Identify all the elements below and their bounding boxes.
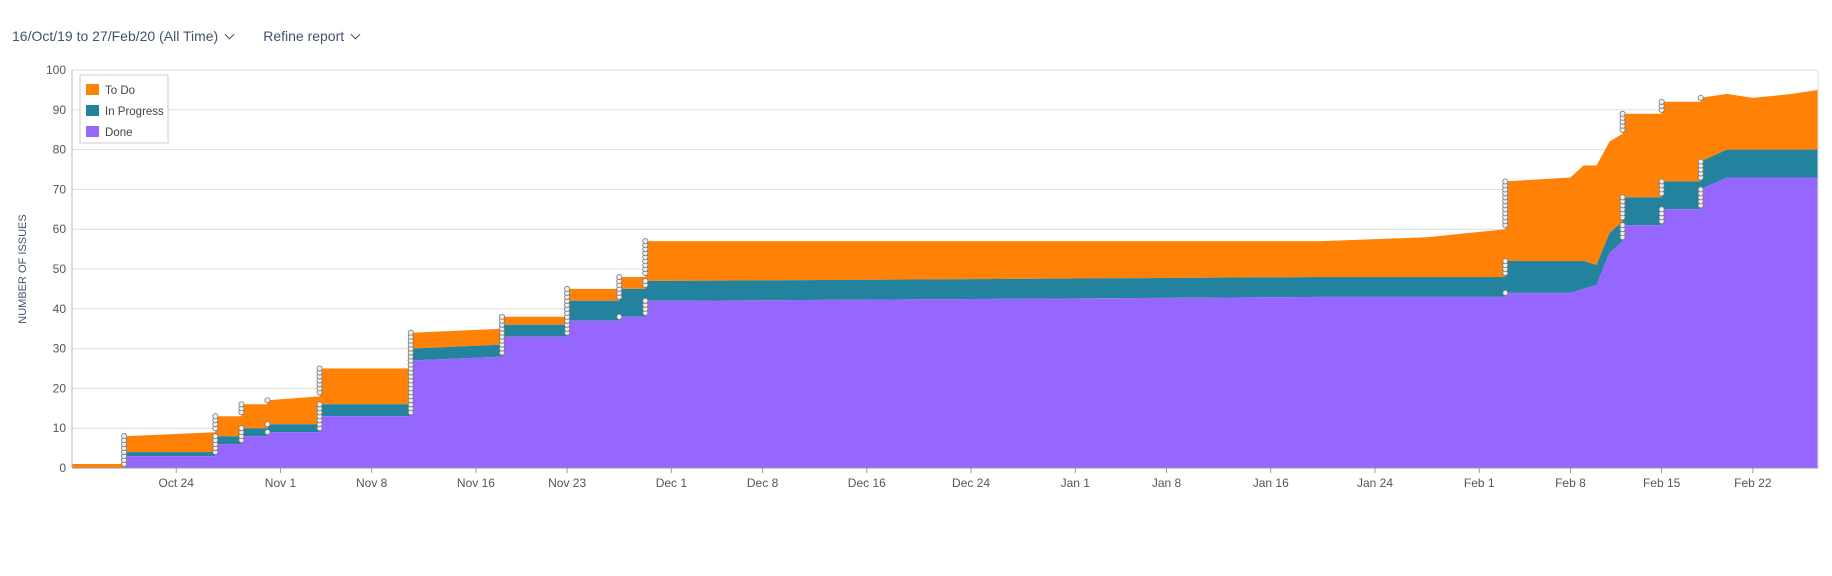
change-marker [264,429,271,436]
change-marker [238,425,245,432]
chevron-down-icon [350,29,361,39]
change-marker [212,413,219,420]
change-marker [1502,258,1509,265]
area-to-do [72,89,1818,469]
change-marker [616,273,623,280]
change-marker [1502,178,1509,185]
change-marker [642,297,649,304]
change-marker [264,397,271,404]
change-marker [212,433,219,440]
legend-swatch [86,84,99,95]
refine-report-label: Refine report [263,28,345,44]
area-in-progress [72,149,1818,468]
change-marker [642,277,649,284]
x-tick-label: Jan 8 [1152,476,1182,490]
change-marker [264,421,271,428]
x-tick-label: Nov 1 [265,476,297,490]
date-range-dropdown[interactable]: 16/Oct/19 to 27/Feb/20 (All Time) [12,28,235,44]
change-marker [121,433,128,440]
y-tick-label: 10 [53,421,67,435]
change-marker [316,401,323,408]
x-tick-label: Dec 8 [747,476,779,490]
x-tick-label: Dec 16 [848,476,886,490]
axes: 0 10 20 30 40 50 60 70 80 90 100 Oct 24 Nov 1 Nov 8 No… [46,63,1819,490]
y-tick-label: 20 [53,381,67,395]
y-axis-label: NUMBER OF ISSUES [17,214,29,323]
chevron-down-icon [224,29,235,39]
x-tick-label: Jan 16 [1253,476,1289,490]
legend-swatch [86,105,99,116]
x-tick-label: Nov 8 [356,476,388,490]
change-marker [407,329,414,336]
change-marker [1619,194,1626,201]
change-marker [498,313,505,320]
x-tick-label: Feb 8 [1555,476,1586,490]
x-tick-label: Feb 22 [1734,476,1772,490]
change-marker [616,313,623,320]
change-marker [1697,158,1704,165]
change-marker [1502,289,1509,296]
data-markers [121,94,1704,468]
y-tick-label: 40 [53,302,67,316]
x-tick-label: Dec 24 [952,476,990,490]
y-tick-label: 100 [46,63,66,77]
change-marker [1697,94,1704,101]
change-marker [1619,110,1626,117]
change-marker [238,401,245,408]
change-marker [642,238,649,245]
y-tick-label: 70 [53,182,67,196]
change-marker [1658,206,1665,213]
x-tick-label: Jan 1 [1061,476,1091,490]
x-tick-label: Feb 1 [1464,476,1495,490]
y-tick-label: 30 [53,342,67,356]
x-tick-label: Oct 24 [159,476,195,490]
legend-label: To Do [105,85,135,97]
y-tick-label: 90 [53,103,67,117]
area-done [72,177,1818,468]
x-tick-label: Nov 16 [457,476,495,490]
legend-label: In Progress [105,106,164,118]
change-marker [1697,186,1704,193]
x-tick-label: Nov 23 [548,476,586,490]
change-marker [564,285,571,292]
y-tick-label: 60 [53,222,67,236]
x-tick-label: Feb 15 [1643,476,1681,490]
chart-legend: To Do In Progress Done [79,74,169,144]
change-marker [1658,98,1665,105]
report-toolbar: 16/Oct/19 to 27/Feb/20 (All Time) Refine… [12,24,389,48]
refine-report-dropdown[interactable]: Refine report [263,28,361,44]
x-tick-label: Jan 24 [1357,476,1393,490]
x-tick-label: Dec 1 [656,476,688,490]
y-tick-label: 50 [53,262,67,276]
date-range-label: 16/Oct/19 to 27/Feb/20 (All Time) [12,28,219,44]
change-marker [1619,222,1626,229]
legend-label: Done [105,127,133,139]
chart-areas [72,89,1818,469]
y-tick-label: 80 [53,143,67,157]
change-marker [1658,178,1665,185]
legend-swatch [86,126,99,137]
cumulative-flow-chart: 0 10 20 30 40 50 60 70 80 90 100 Oct 24 Nov 1 Nov 8 No… [17,63,1819,490]
y-tick-label: 0 [59,461,66,475]
change-marker [316,365,323,372]
